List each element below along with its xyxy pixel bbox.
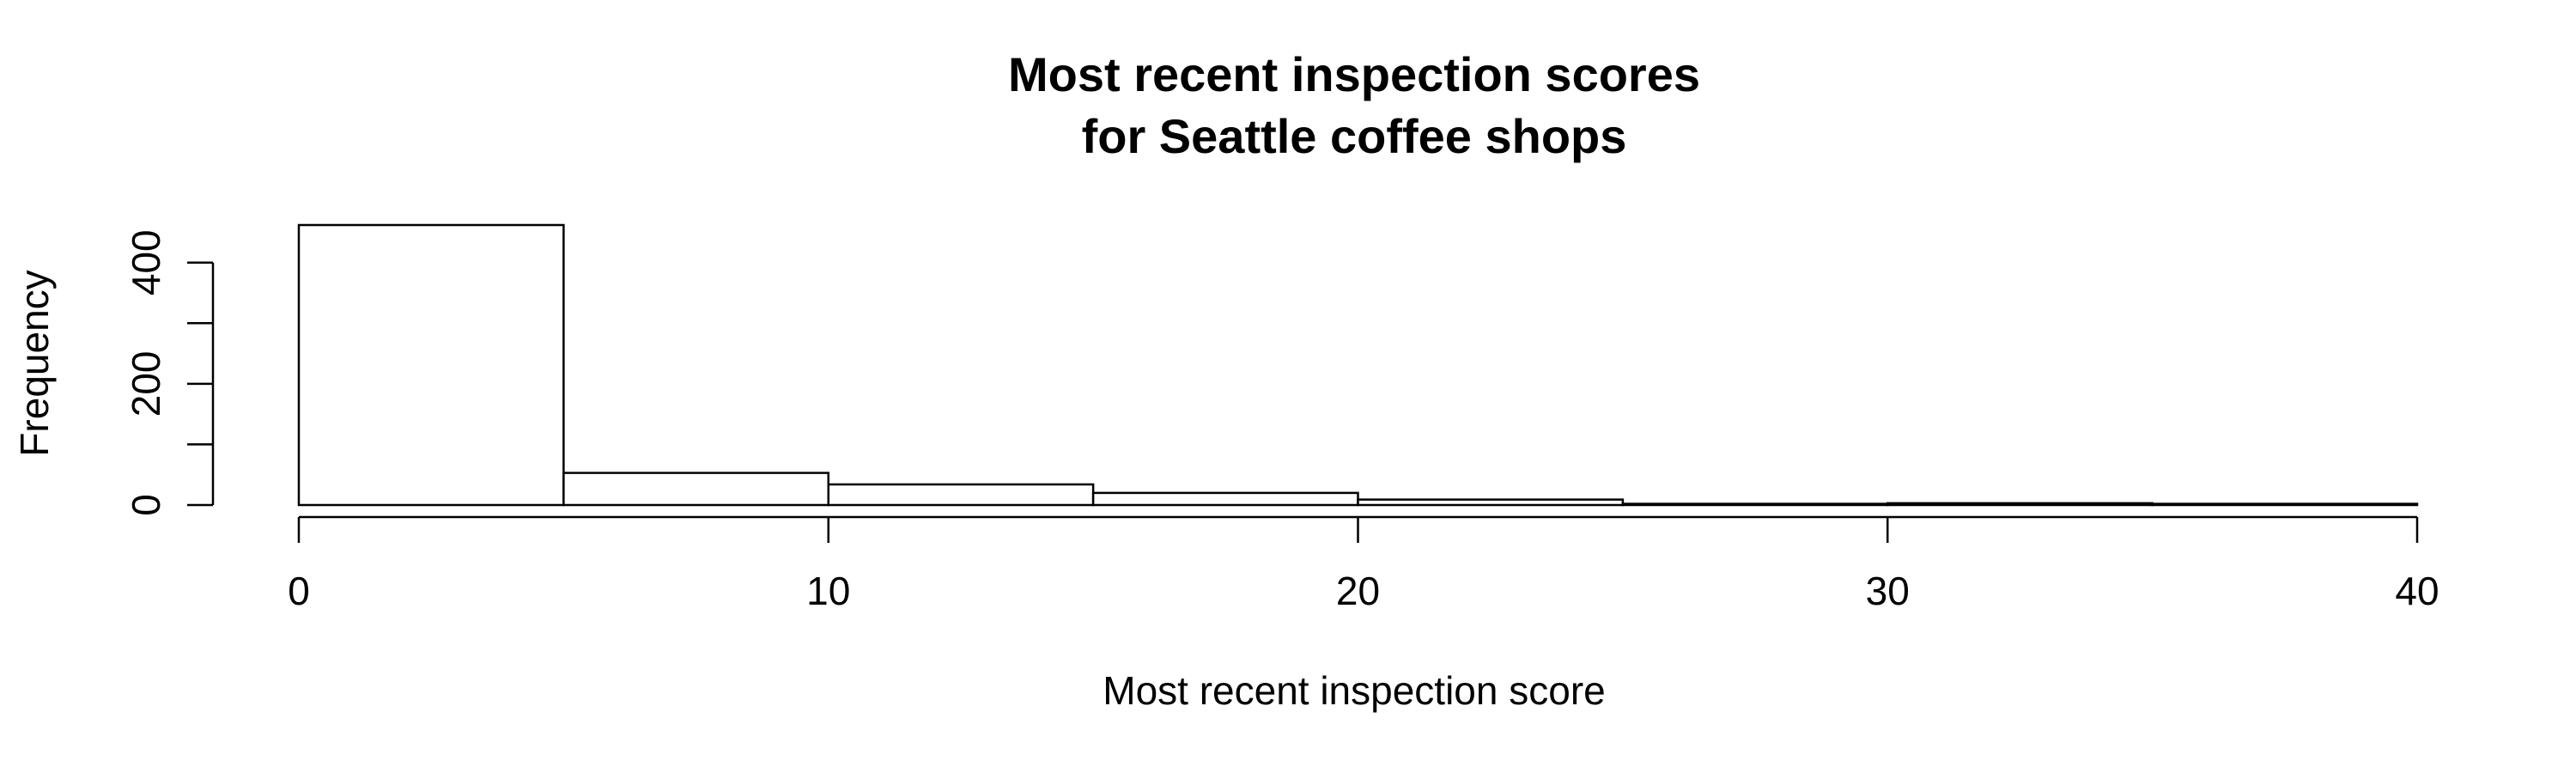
histogram-bar-0 [297, 223, 565, 507]
histogram-bar-6 [1886, 502, 2154, 507]
histogram-bar-3 [1091, 491, 1359, 507]
x-tick-label: 30 [1866, 569, 1910, 613]
chart-title-line-2: for Seattle coffee shops [1082, 109, 1627, 163]
histogram-bar-7 [2151, 502, 2419, 507]
histogram-bar-5 [1621, 502, 1889, 507]
x-axis: 0 10 20 30 40 [288, 515, 2439, 613]
x-tick-label: 20 [1336, 569, 1380, 613]
x-tick-label: 10 [806, 569, 850, 613]
histogram-bar-4 [1357, 498, 1625, 507]
bars-group [297, 223, 2419, 507]
y-axis: 0 200 400 [124, 229, 215, 516]
y-tick-label: 400 [124, 229, 168, 295]
histogram-bar-1 [562, 472, 829, 507]
x-axis-label: Most recent inspection score [1103, 668, 1606, 713]
y-tick-label: 0 [124, 494, 168, 516]
histogram-bar-2 [827, 483, 1095, 507]
y-axis-label: Frequency [12, 270, 57, 456]
y-tick-label: 200 [124, 350, 168, 417]
chart-title-line-1: Most recent inspection scores [1008, 47, 1700, 101]
x-tick-label: 40 [2395, 569, 2439, 613]
x-tick-label: 0 [288, 569, 310, 613]
